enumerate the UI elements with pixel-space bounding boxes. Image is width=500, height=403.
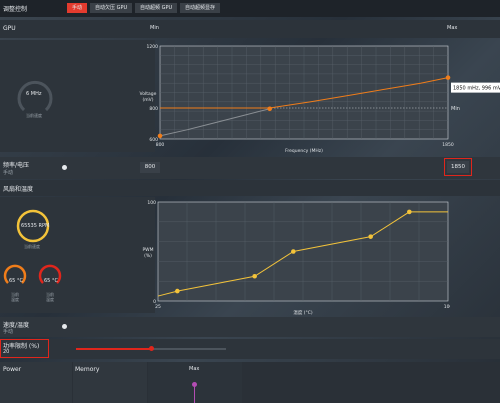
fan-gauges	[3, 209, 62, 284]
fan-y-axis-unit: (%)	[144, 253, 152, 259]
section-title-tuning: 调整控制	[3, 6, 28, 13]
gpu-left-panel: 6 MHz 当前速度	[0, 40, 155, 152]
vf-y-axis-unit: (mV)	[143, 97, 154, 103]
fan-curve-point[interactable]	[368, 234, 373, 239]
fan-y-axis-label: PWM	[142, 247, 153, 253]
gpu-clock-gauge	[17, 80, 53, 112]
min-frequency-field[interactable]: 800	[140, 162, 160, 173]
fan-x-axis-label: 温度 (°C)	[293, 309, 313, 315]
vf-y-tick-label: 1200	[147, 44, 159, 50]
vf-y-axis-label: Voltage	[140, 91, 157, 97]
vf-x-tick-label: 1850	[442, 142, 454, 148]
vf-x-tick-label: 800	[156, 142, 165, 148]
vf-y-tick-label: 600	[149, 137, 158, 143]
power-limit-slider-thumb[interactable]	[148, 346, 154, 351]
tab-manual[interactable]: 手动	[67, 3, 88, 13]
tab-auto-overclock-gpu[interactable]: 自动超频 GPU	[135, 3, 178, 13]
max-frequency-highlight	[444, 158, 472, 176]
fan-section-title: 风扇和温度	[3, 186, 34, 193]
tab-power-label: Power	[3, 366, 22, 373]
bottom-panel: Power Memory Max	[0, 362, 500, 403]
fan-curve-point[interactable]	[252, 273, 257, 279]
freq-voltage-label: 频率/电压	[3, 162, 30, 169]
memory-slider-thumb[interactable]	[192, 382, 197, 387]
vf-tooltip-text: 1850 mHz, 996 mV	[453, 86, 500, 92]
fan-x-tick-label: 25	[155, 304, 161, 310]
gpu-header-row: GPU Min Max	[0, 20, 500, 38]
freq-voltage-mode: 手动	[3, 170, 14, 176]
vf-curve-point[interactable]	[157, 133, 163, 139]
fan-left-panel: 65535 RPM 当前速度 65 °C 当前 温度 65 °C 当前 温度	[0, 197, 155, 313]
top-bar: 调整控制 手动 自动欠压 GPU 自动超频 GPU 自动超频显存	[0, 0, 500, 17]
fan-y-tick-label: 0	[153, 299, 156, 305]
speed-temp-row: 速度/温度 手动	[0, 317, 500, 337]
tab-memory-label: Memory	[75, 366, 100, 373]
vf-curve-point[interactable]	[267, 106, 273, 112]
fan-curve-point[interactable]	[407, 209, 412, 215]
fan-rpm-value: 65535 RPM	[21, 223, 50, 229]
vf-x-axis-label: Frequency (MHz)	[285, 148, 323, 154]
gpu-clock-value: 6 MHz	[26, 91, 42, 97]
freq-voltage-toggle[interactable]	[62, 165, 67, 170]
temp2-caption2: 温度	[46, 297, 54, 302]
vf-min-line-label: Min	[451, 106, 460, 112]
fan-curve-point[interactable]	[291, 249, 296, 254]
vf-curve-point[interactable]	[445, 75, 451, 80]
speed-temp-toggle[interactable]	[62, 324, 67, 329]
power-limit-slider[interactable]	[76, 346, 226, 351]
fan-curve-point[interactable]	[175, 288, 180, 294]
fan-curve-chart[interactable]: 100 025 100 温度 (°C) PWM(%)	[130, 197, 450, 315]
fan-header-row: 风扇和温度	[0, 180, 500, 196]
memory-max-label: Max	[189, 366, 200, 372]
max-frequency-field[interactable]: 1850	[447, 161, 469, 173]
temp2-caption1: 当前	[46, 292, 54, 297]
power-limit-value: 20	[3, 349, 10, 355]
memory-max-panel: Max	[148, 362, 242, 403]
speed-temp-mode: 手动	[3, 329, 14, 335]
vf-series-line-0	[159, 108, 270, 137]
tab-auto-undervolt-gpu[interactable]: 自动欠压 GPU	[90, 3, 133, 13]
temp1-caption2: 温度	[11, 297, 19, 302]
gpu-clock-caption: 当前速度	[26, 113, 42, 118]
power-limit-highlight	[0, 339, 49, 358]
tab-memory[interactable]: Memory	[73, 362, 147, 403]
speed-temp-label: 速度/温度	[3, 322, 30, 329]
freq-voltage-row: 频率/电压 手动 800 1850	[0, 157, 500, 179]
memory-slider-line	[194, 384, 195, 403]
gpu-section-title: GPU	[3, 25, 16, 32]
min-label: Min	[150, 25, 159, 31]
power-limit-label: 功率限制 (%)	[3, 343, 40, 350]
tab-power[interactable]: Power	[0, 362, 72, 403]
fan-y-tick-label: 100	[147, 200, 156, 206]
power-limit-slider-fill	[76, 348, 151, 350]
vf-y-tick-label: 800	[149, 106, 158, 112]
vf-tooltip-box	[451, 82, 500, 93]
fan-x-tick-label: 100	[444, 304, 450, 310]
temp1-value: 65 °C	[9, 278, 23, 284]
tab-auto-overclock-vram[interactable]: 自动超频显存	[180, 3, 221, 13]
power-limit-row: 功率限制 (%) 20	[0, 339, 500, 359]
max-label: Max	[447, 25, 458, 31]
temp1-caption1: 当前	[11, 292, 19, 297]
temp2-value: 65 °C	[44, 278, 58, 284]
fan-rpm-caption: 当前速度	[24, 244, 40, 249]
